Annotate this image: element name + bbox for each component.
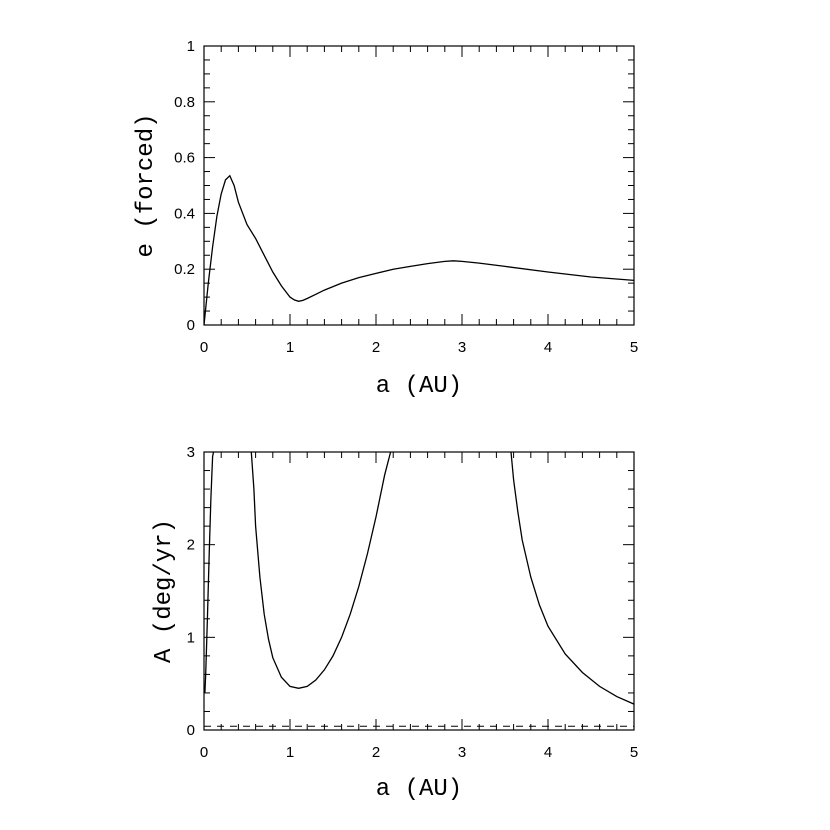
x-tick-label: 2 (372, 744, 380, 761)
x-tick-label: 4 (544, 339, 552, 356)
x-tick-label: 3 (458, 744, 466, 761)
x-tick-label: 1 (286, 339, 294, 356)
y-tick-label: 0 (187, 722, 195, 739)
x-tick-label: 4 (544, 744, 552, 761)
x-axis-title: a (AU) (376, 373, 462, 400)
x-tick-label: 3 (458, 339, 466, 356)
y-tick-label: 1 (187, 629, 195, 646)
plot-frame (203, 45, 635, 326)
x-tick-label: 5 (630, 744, 638, 761)
y-axis-title: A (deg/yr) (151, 519, 178, 663)
y-tick-label: 0.4 (174, 205, 195, 222)
top-panel-forced-eccentricity: 0 1 2 3 4 5 0 0.2 0.4 0.6 0.8 1 a (AU) e (forced) (133, 38, 638, 400)
x-tick-label: 0 (200, 744, 208, 761)
x-tick-label: 1 (286, 744, 294, 761)
y-tick-label: 1 (187, 38, 195, 55)
x-axis-title: a (AU) (376, 776, 462, 803)
plot-frame (203, 451, 635, 731)
bottom-panel-precession-rate: 0 1 2 3 4 5 0 1 2 3 a (AU) A (deg/yr) (151, 444, 638, 803)
x-tick-label: 2 (372, 339, 380, 356)
data-curve-2 (510, 452, 634, 705)
y-tick-label: 0.6 (174, 150, 195, 167)
y-tick-label: 0.2 (174, 261, 195, 278)
x-tick-label: 0 (200, 339, 208, 356)
y-tick-label: 0.8 (174, 94, 195, 111)
x-tick-label: 5 (630, 339, 638, 356)
y-tick-label: 2 (187, 537, 195, 554)
data-curve-0 (204, 174, 634, 325)
data-curve-1 (250, 452, 392, 689)
data-curve-0 (204, 452, 215, 693)
y-tick-label: 3 (187, 444, 195, 461)
y-tick-label: 0 (187, 317, 195, 334)
y-axis-title: e (forced) (133, 113, 160, 257)
